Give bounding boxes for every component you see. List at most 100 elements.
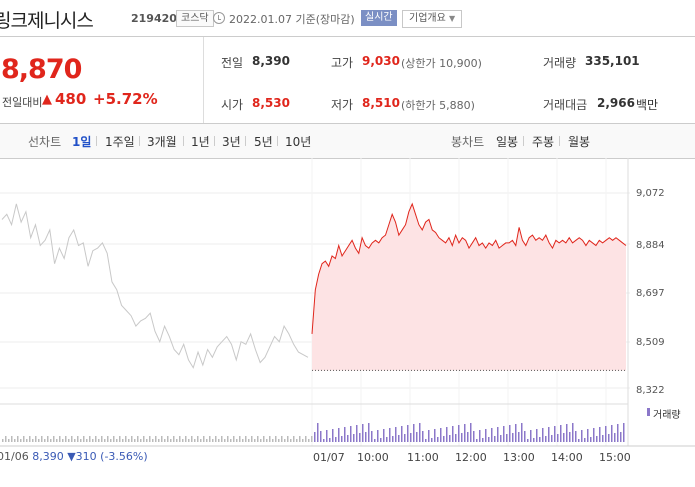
- volume-bar: [389, 428, 391, 442]
- y-tick-label: 8,509: [636, 337, 665, 348]
- volume-bar: [29, 436, 31, 442]
- x-tick-label: 11:00: [407, 451, 439, 464]
- volume-bar: [476, 439, 478, 442]
- volume-bar: [65, 436, 67, 442]
- volume-bar: [221, 436, 223, 442]
- tab-separator: [139, 136, 140, 146]
- volume-bar: [479, 430, 481, 442]
- volume-bar: [536, 429, 538, 442]
- current-price: 8,870: [1, 54, 82, 85]
- volume-bar: [53, 436, 55, 442]
- volume-bar: [398, 435, 400, 442]
- x-tick-label: 13:00: [503, 451, 535, 464]
- market-badge: 코스닥: [176, 10, 214, 27]
- volume-bar: [209, 436, 211, 442]
- chevron-down-icon: ▼: [449, 14, 456, 23]
- volume-bar: [413, 424, 415, 442]
- volume-bar: [218, 439, 220, 442]
- volume-bar: [332, 429, 334, 442]
- volume-bar: [593, 428, 595, 442]
- volume-bar: [161, 436, 163, 442]
- volume-bar: [386, 437, 388, 442]
- volume-bar: [227, 436, 229, 442]
- tab-separator: [559, 136, 560, 146]
- tab-daily-candle[interactable]: 일봉: [496, 135, 519, 149]
- tab-monthly-candle[interactable]: 월봉: [568, 135, 591, 149]
- tab-1year[interactable]: 1년: [191, 135, 210, 149]
- price-chart[interactable]: [0, 158, 695, 487]
- volume-bar: [347, 435, 349, 442]
- volume-bar: [371, 431, 373, 442]
- volume-bar: [551, 435, 553, 442]
- volume-bar: [437, 437, 439, 442]
- tab-weekly-candle[interactable]: 주봉: [532, 135, 555, 149]
- tab-5year[interactable]: 5년: [254, 135, 273, 149]
- stat-low-label: 저가: [331, 98, 354, 112]
- volume-bar: [350, 426, 352, 442]
- volume-bar: [128, 439, 130, 442]
- volume-bar: [554, 426, 556, 442]
- volume-bar: [605, 426, 607, 442]
- volume-bar: [584, 438, 586, 442]
- volume-bar: [107, 436, 109, 442]
- tab-1day[interactable]: 1일: [72, 135, 92, 149]
- volume-bar: [17, 436, 19, 442]
- change-rate: +5.72%: [93, 90, 158, 108]
- volume-bar: [251, 436, 253, 442]
- divider: [203, 37, 204, 123]
- x-tick-label: 12:00: [455, 451, 487, 464]
- volume-bar: [269, 436, 271, 442]
- volume-bar: [596, 436, 598, 442]
- volume-bar: [95, 436, 97, 442]
- volume-bar: [575, 431, 577, 442]
- volume-bar: [362, 424, 364, 442]
- volume-bar: [266, 439, 268, 442]
- period-tab-bar: [0, 123, 695, 159]
- volume-bar: [599, 427, 601, 442]
- volume-bar: [512, 433, 514, 442]
- tab-1week[interactable]: 1주일: [105, 135, 135, 149]
- volume-bar: [500, 435, 502, 442]
- tab-separator: [277, 136, 278, 146]
- prev-day-line: [1, 203, 309, 369]
- volume-bar: [212, 439, 214, 442]
- volume-bar: [428, 430, 430, 442]
- tab-separator: [96, 136, 97, 146]
- volume-bar: [404, 434, 406, 442]
- volume-bar: [467, 432, 469, 442]
- line-chart-header: 선차트: [28, 135, 62, 149]
- volume-bar: [533, 438, 535, 442]
- stat-volume-label: 거래량: [543, 56, 577, 70]
- tab-3year[interactable]: 3년: [222, 135, 241, 149]
- tab-separator: [183, 136, 184, 146]
- volume-bar: [410, 433, 412, 442]
- volume-bar: [518, 432, 520, 442]
- volume-bar: [602, 435, 604, 442]
- volume-bar: [290, 439, 292, 442]
- volume-bar: [374, 439, 376, 442]
- realtime-button[interactable]: 실시간: [361, 10, 397, 26]
- stat-prev-close-label: 전일: [221, 56, 244, 70]
- volume-bar: [329, 438, 331, 442]
- volume-bar: [68, 439, 70, 442]
- volume-bar: [293, 436, 295, 442]
- volume-bar: [515, 424, 517, 442]
- volume-bar: [146, 439, 148, 442]
- volume-bar: [323, 439, 325, 442]
- volume-bar: [275, 436, 277, 442]
- stat-amount-label: 거래대금: [543, 98, 588, 112]
- basis-text: 기준(장마감): [295, 13, 355, 26]
- volume-bar: [155, 436, 157, 442]
- volume-bar: [113, 436, 115, 442]
- volume-bar: [611, 425, 613, 442]
- tab-10year[interactable]: 10년: [285, 135, 312, 149]
- clock-icon: [213, 12, 225, 24]
- company-overview-dropdown[interactable]: 기업개요 ▼: [402, 10, 463, 28]
- up-arrow-icon: ▲: [42, 92, 52, 107]
- volume-bar: [497, 427, 499, 442]
- tab-separator: [214, 136, 215, 146]
- tab-3month[interactable]: 3개월: [147, 135, 177, 149]
- prev-day-summary: 01/06 8,390 ▼310 (-3.56%): [0, 450, 148, 463]
- stat-low-note: (하한가 5,880): [401, 99, 475, 112]
- volume-bar: [143, 436, 145, 442]
